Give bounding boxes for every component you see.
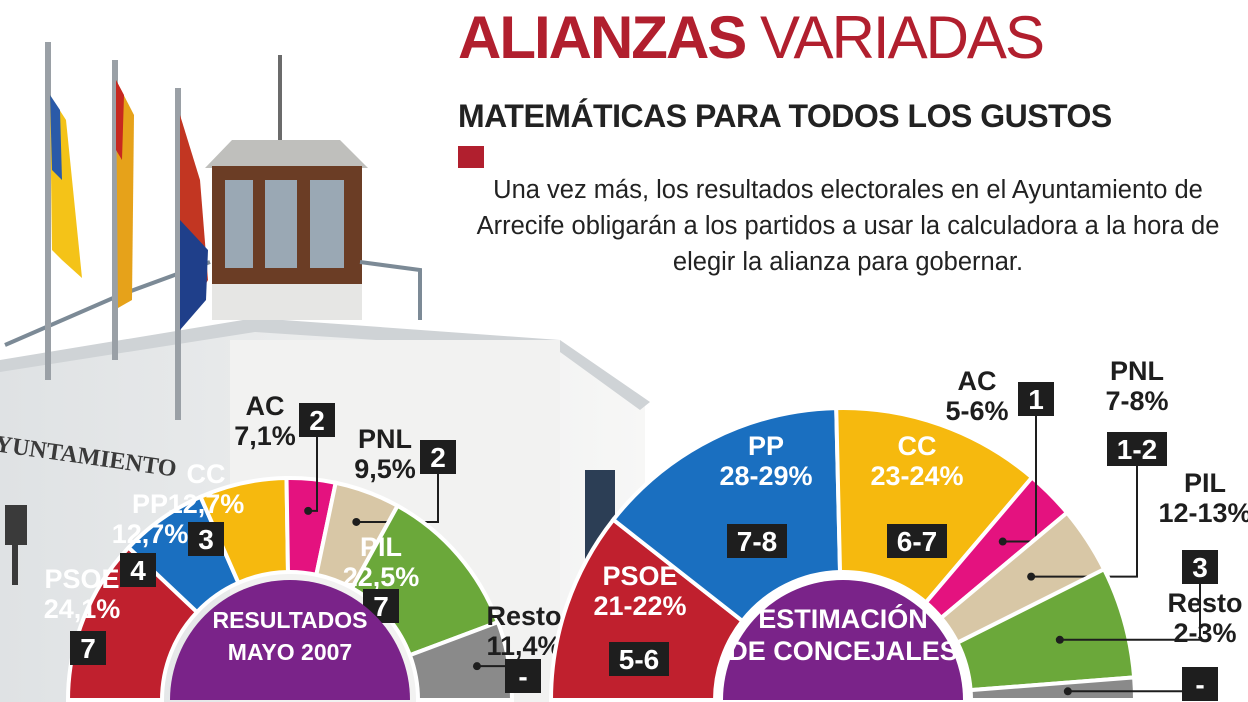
chart2-pct-ac: 5-6% [945, 396, 1008, 426]
chart1-seats-cc: 3 [198, 524, 214, 555]
chart1-seats-resto: - [518, 661, 527, 692]
chart2-seats-pil-box [1182, 550, 1218, 584]
chart2-label-pp: PP [748, 431, 784, 461]
chart2-pct-pp: 28-29% [719, 461, 812, 491]
chart1-seats-psoe-box [70, 631, 106, 665]
chart2-pct-cc: 23-24% [870, 461, 963, 491]
chart1-label-resto: Resto [486, 601, 561, 631]
chart2-label-pil: PIL [1184, 468, 1226, 498]
chart1-seats-pp-box [120, 553, 156, 587]
chart1-seats-resto-box [505, 659, 541, 693]
chart2-seats-resto-box [1182, 667, 1218, 701]
chart2-pct-pnl: 7-8% [1105, 386, 1168, 416]
chart1-pct-resto: 11,4% [486, 631, 561, 661]
chart1-center-line2: MAYO 2007 [228, 639, 352, 665]
chart1-pct-psoe: 24,1% [44, 594, 121, 624]
chart2-leader-dot-ac [998, 537, 1007, 546]
chart1-seats-pnl: 2 [430, 442, 446, 473]
chart1-label-psoe: PSOE [44, 564, 119, 594]
chart1-label-pil: PIL [360, 532, 402, 562]
chart2-pct-resto: 2-3% [1173, 618, 1236, 648]
chart2-seats-pp-box [727, 524, 787, 558]
chart1-center-line1: RESULTADOS [212, 607, 367, 633]
chart1-seats-pp: 4 [130, 555, 146, 586]
chart1-seats-cc-box [188, 522, 224, 556]
chart1-pct-pnl: 9,5% [354, 454, 416, 484]
intro-text: Una vez más, los resultados electorales … [476, 176, 1220, 276]
chart2-slice-cc [834, 406, 1035, 606]
chart2-center-line2: DE CONCEJALES [728, 636, 958, 666]
chart2-seats-pnl-box [1107, 432, 1167, 466]
chart2-center [723, 580, 963, 700]
chart2-seats-ac-box [1018, 382, 1054, 416]
chart2-leader-pil [1059, 584, 1201, 641]
chart2-leader-dot-resto [1063, 687, 1072, 696]
chart2-label-resto: Resto [1167, 588, 1242, 618]
chart1-label-cc: CC [187, 459, 226, 489]
chart1-label-pnl: PNL [358, 424, 412, 454]
chart1-label-pp: PP [132, 489, 168, 519]
chart2-pct-psoe: 21-22% [593, 591, 686, 621]
chart1-pct-pil: 22,5% [343, 562, 420, 592]
chart2-pct-pil: 12-13% [1158, 498, 1248, 528]
chart1-pct-cc: 12,7% [168, 489, 245, 519]
chart2-seats-resto: - [1195, 669, 1204, 700]
chart2-seats-ac: 1 [1028, 384, 1044, 415]
chart2-label-cc: CC [898, 431, 937, 461]
tower-base [212, 280, 362, 320]
chart2-center-line1: ESTIMACIÓN [758, 603, 928, 634]
chart1-pct-ac: 7,1% [234, 421, 296, 451]
chart2-leader-dot-pnl [1027, 572, 1036, 581]
chart2-seats-pp: 7-8 [737, 526, 777, 557]
chart1-seats-pnl-box [420, 440, 456, 474]
chart1-slice-resto [407, 619, 515, 702]
chart1-center [170, 580, 410, 700]
chart2-label-ac: AC [958, 366, 997, 396]
chart2-leader-pnl [1031, 466, 1138, 578]
chart2-leader-dot-pil [1055, 635, 1064, 644]
chart2-label-pnl: PNL [1110, 356, 1164, 386]
chart2-label-psoe: PSOE [602, 561, 677, 591]
subheadline: MATEMÁTICAS PARA TODOS LOS GUSTOS [458, 98, 1112, 134]
chart1-seats-psoe: 7 [80, 633, 96, 664]
chart2-seats-pnl: 1-2 [1117, 434, 1157, 465]
chart2-seats-cc: 6-7 [897, 526, 937, 557]
chart2-seats-psoe-box [609, 642, 669, 676]
chart2-slice-pp [610, 406, 843, 624]
chart2-seats-psoe: 5-6 [619, 644, 659, 675]
chart2-seats-cc-box [887, 524, 947, 558]
chart1-leader-pnl [356, 474, 439, 523]
chart1-leader-dot-pnl [352, 517, 361, 526]
chart1-seats-ac: 2 [309, 405, 325, 436]
chart2-slice-resto [968, 675, 1138, 702]
chart1-leader-dot-ac [304, 506, 313, 515]
headline-bold: ALIANZAS [458, 4, 747, 71]
chart1-pct-pp: 12,7% [112, 519, 189, 549]
chart2-seats-pil: 3 [1192, 552, 1208, 583]
headline-light: VARIADAS [759, 4, 1045, 71]
chart1-label-ac: AC [246, 391, 285, 421]
section-marker [458, 146, 484, 168]
chart1-leader-dot-resto [472, 662, 481, 671]
chart1-seats-pil: 7 [373, 591, 389, 622]
chart1-seats-ac-box [299, 403, 335, 437]
headline: ALIANZAS VARIADAS [458, 2, 1045, 74]
tower-roof [205, 140, 368, 168]
